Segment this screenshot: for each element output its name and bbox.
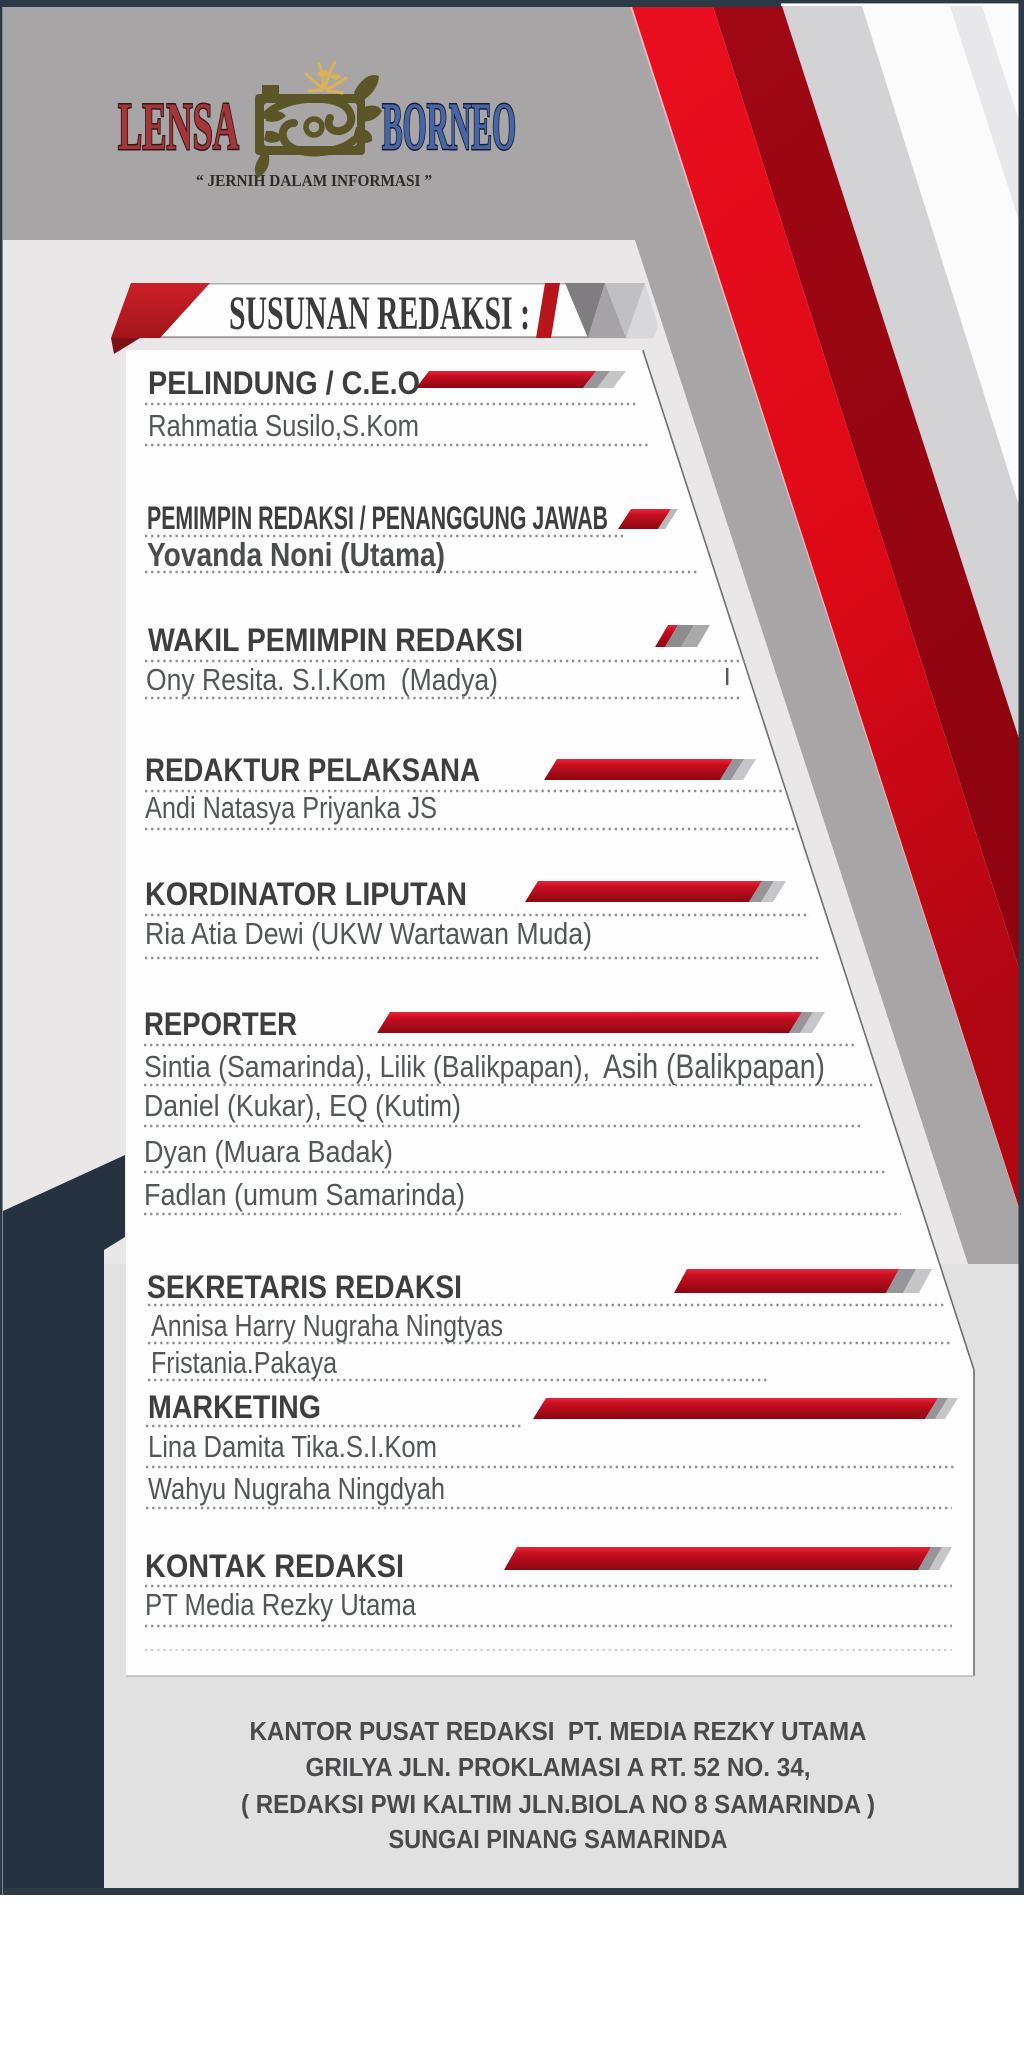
svg-text:Wahyu Nugraha Ningdyah: Wahyu Nugraha Ningdyah	[148, 1471, 445, 1506]
svg-text:Sintia (Samarinda), Lilik (Bal: Sintia (Samarinda), Lilik (Balikpapan),	[144, 1049, 590, 1084]
svg-text:Lina Damita Tika.S.I.Kom: Lina Damita Tika.S.I.Kom	[148, 1429, 437, 1464]
svg-text:SUSUNAN REDAKSI :: SUSUNAN REDAKSI :	[229, 287, 530, 340]
svg-text:BORNEO: BORNEO	[382, 88, 516, 164]
svg-text:Asih (Balikpapan): Asih (Balikpapan)	[603, 1048, 825, 1086]
svg-text:SEKRETARIS REDAKSI: SEKRETARIS REDAKSI	[147, 1269, 462, 1305]
svg-text:REPORTER: REPORTER	[144, 1006, 297, 1042]
svg-text:Yovanda Noni (Utama): Yovanda Noni (Utama)	[147, 536, 445, 573]
svg-text:Rahmatia Susilo,S.Kom: Rahmatia Susilo,S.Kom	[148, 408, 419, 443]
svg-text:Fristania.Pakaya: Fristania.Pakaya	[151, 1345, 338, 1380]
svg-text:KANTOR PUSAT REDAKSI PT. MEDI: KANTOR PUSAT REDAKSI PT. MEDIA REZKY UTA…	[250, 1716, 867, 1746]
svg-text:Annisa Harry Nugraha Ningtyas: Annisa Harry Nugraha Ningtyas	[151, 1308, 503, 1343]
svg-text:SUNGAI PINANG SAMARINDA: SUNGAI PINANG SAMARINDA	[389, 1824, 728, 1854]
svg-text:KONTAK REDAKSI: KONTAK REDAKSI	[145, 1548, 404, 1584]
svg-text:PT Media Rezky Utama: PT Media Rezky Utama	[145, 1587, 417, 1622]
svg-text:Fadlan (umum Samarinda): Fadlan (umum Samarinda)	[144, 1177, 465, 1212]
svg-text:KORDINATOR LIPUTAN: KORDINATOR LIPUTAN	[145, 876, 467, 912]
svg-text:Daniel (Kukar), EQ (Kutim): Daniel (Kukar), EQ (Kutim)	[144, 1088, 461, 1123]
svg-text:( REDAKSI PWI KALTIM JLN.BIOLA: ( REDAKSI PWI KALTIM JLN.BIOLA NO 8 SAMA…	[241, 1789, 875, 1819]
svg-text:Andi Natasya Priyanka JS: Andi Natasya Priyanka JS	[145, 790, 437, 825]
svg-text:PEMIMPIN REDAKSI / PENANGGUNG: PEMIMPIN REDAKSI / PENANGGUNG JAWAB	[147, 500, 608, 536]
svg-text:Ria Atia Dewi (UKW Wartawan Mu: Ria Atia Dewi (UKW Wartawan Muda)	[145, 916, 592, 951]
svg-text:MARKETING: MARKETING	[148, 1389, 321, 1425]
svg-text:Dyan (Muara Badak): Dyan (Muara Badak)	[144, 1134, 393, 1169]
svg-text:“ JERNIH DALAM INFORMASI ”: “ JERNIH DALAM INFORMASI ”	[196, 171, 432, 190]
svg-text:WAKIL PEMIMPIN REDAKSI: WAKIL PEMIMPIN REDAKSI	[148, 622, 523, 658]
svg-text:REDAKTUR PELAKSANA: REDAKTUR PELAKSANA	[145, 752, 480, 788]
svg-text:Ony Resita. S.I.Kom (Madya): Ony Resita. S.I.Kom (Madya)	[146, 662, 498, 697]
svg-text:PELINDUNG / C.E.O: PELINDUNG / C.E.O	[148, 365, 420, 401]
svg-text:LENSA: LENSA	[118, 88, 239, 164]
svg-text:GRILYA JLN. PROKLAMASI A RT. 5: GRILYA JLN. PROKLAMASI A RT. 52 NO. 34,	[306, 1752, 811, 1782]
